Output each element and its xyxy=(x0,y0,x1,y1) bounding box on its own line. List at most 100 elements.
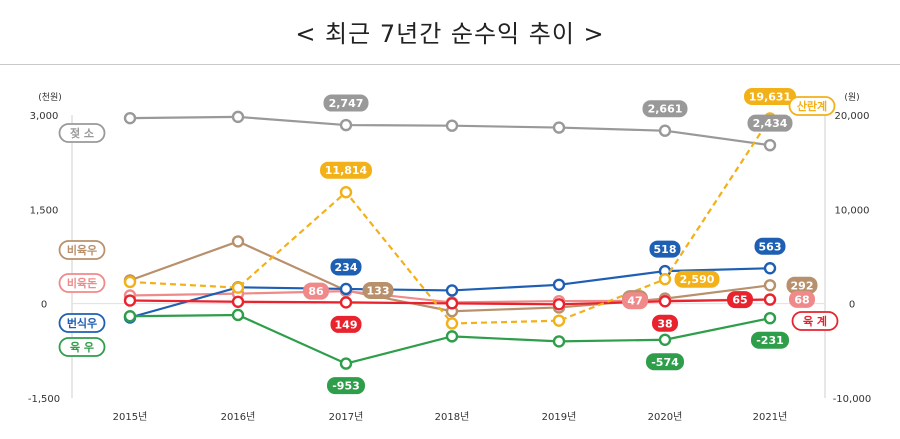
data-point xyxy=(445,284,459,297)
series-name-text: 번식우 xyxy=(67,316,97,330)
data-label-bg xyxy=(744,87,796,105)
data-label-text: 38 xyxy=(657,317,672,330)
data-label: 2,747 xyxy=(323,94,369,112)
series-name-text: 산란계 xyxy=(797,99,827,113)
data-point xyxy=(658,333,672,346)
data-label-bg xyxy=(646,353,684,371)
data-label: 133 xyxy=(362,281,394,299)
data-label: 68 xyxy=(789,290,815,308)
data-label: 518 xyxy=(649,240,681,258)
series-name-tag: 비육돈 xyxy=(58,273,106,293)
data-label-text: -953 xyxy=(332,380,360,393)
data-point xyxy=(123,294,137,307)
data-point xyxy=(339,296,353,309)
data-point xyxy=(123,310,137,323)
series-name-text: 육 우 xyxy=(70,341,94,354)
series-name-tag: 비육우 xyxy=(58,240,106,260)
data-point xyxy=(552,121,566,134)
series-name-border xyxy=(58,337,106,357)
data-label-bg xyxy=(789,290,815,308)
series-name-tag: 젖 소 xyxy=(58,123,106,143)
data-point xyxy=(763,138,777,152)
data-point xyxy=(763,311,777,325)
data-label-bg xyxy=(751,331,789,349)
series-name-border xyxy=(58,313,106,333)
data-point xyxy=(658,273,672,286)
data-label: -953 xyxy=(327,377,365,395)
data-label-bg xyxy=(330,258,362,276)
series-name-border xyxy=(58,240,106,260)
data-label-text: 2,747 xyxy=(329,97,364,110)
left-axis-tick: 0 xyxy=(41,300,47,311)
data-label-text: 11,814 xyxy=(325,164,368,177)
series-name-tag: 육 계 xyxy=(791,311,839,331)
data-label: 86 xyxy=(303,282,329,300)
data-label: 38 xyxy=(652,314,678,332)
data-point xyxy=(552,278,566,291)
data-label-bg xyxy=(642,100,688,118)
right-axis-unit: (원) xyxy=(844,92,859,103)
x-axis-tick: 2018년 xyxy=(435,411,470,423)
data-label-bg xyxy=(327,377,365,395)
data-point xyxy=(231,308,245,322)
data-point xyxy=(552,314,566,327)
data-label-text: 47 xyxy=(627,295,642,308)
data-point xyxy=(339,282,353,296)
data-point xyxy=(763,279,777,292)
data-label-bg xyxy=(622,292,648,310)
data-point xyxy=(552,298,566,311)
data-label-text: 65 xyxy=(732,294,747,307)
data-label-text: 149 xyxy=(335,318,358,331)
left-axis-tick: -1,500 xyxy=(28,394,60,405)
data-label-text: 2,590 xyxy=(680,273,715,286)
series-name-text: 육 계 xyxy=(803,314,827,328)
series-name-border xyxy=(788,96,836,116)
data-point xyxy=(231,235,245,248)
data-point xyxy=(123,275,137,289)
x-axis-tick: 2019년 xyxy=(542,411,577,423)
data-point xyxy=(123,111,137,125)
right-axis-tick: 20,000 xyxy=(835,111,870,122)
data-label-bg xyxy=(649,240,681,258)
x-axis-tick: 2020년 xyxy=(648,411,683,423)
data-label-bg xyxy=(786,276,818,294)
series-name-tag: 번식우 xyxy=(58,313,106,333)
data-point xyxy=(445,330,459,343)
data-label-text: 563 xyxy=(759,240,782,253)
data-label-bg xyxy=(747,114,793,132)
data-label-bg xyxy=(652,314,678,332)
x-axis-tick: 2017년 xyxy=(329,411,364,423)
data-label: 2,590 xyxy=(674,270,720,288)
data-point xyxy=(658,124,672,137)
data-label-text: 2,661 xyxy=(648,103,683,116)
data-label-text: 19,631 xyxy=(749,90,791,103)
data-label-text: 86 xyxy=(308,285,324,298)
data-label: 292 xyxy=(786,276,818,294)
data-label: 65 xyxy=(727,291,753,309)
series-name-tag: 육 우 xyxy=(58,337,106,357)
data-point xyxy=(231,295,245,308)
data-label: -574 xyxy=(646,353,684,371)
data-label-bg xyxy=(674,270,720,288)
data-label-bg xyxy=(303,282,329,300)
data-label-text: -231 xyxy=(756,334,784,347)
data-label: 47 xyxy=(622,292,648,310)
right-axis-tick: 0 xyxy=(849,300,855,311)
series-name-text: 비육돈 xyxy=(67,276,97,290)
data-point xyxy=(231,110,245,124)
data-point xyxy=(445,297,459,310)
data-point xyxy=(339,357,353,370)
series-name-border xyxy=(791,311,839,331)
data-label-text: 234 xyxy=(335,261,358,274)
right-axis-tick: -10,000 xyxy=(833,394,872,405)
data-point xyxy=(658,295,672,308)
data-label-text: 68 xyxy=(794,293,809,306)
data-point xyxy=(763,293,777,306)
data-label-bg xyxy=(754,237,786,255)
left-axis-tick: 3,000 xyxy=(30,111,59,122)
data-label: 11,814 xyxy=(320,161,372,179)
chart-title: < 최근 7년간 순수익 추이 > xyxy=(295,20,605,48)
data-label-bg xyxy=(362,281,394,299)
